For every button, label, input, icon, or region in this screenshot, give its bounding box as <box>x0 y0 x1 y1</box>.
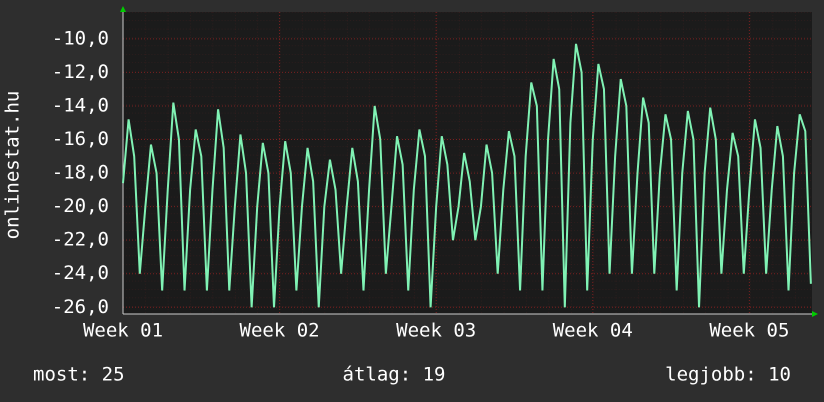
stat: legjobb: 10 <box>665 364 791 386</box>
stat: átlag: 19 <box>343 364 446 386</box>
minor-grid <box>123 12 812 314</box>
y-tick-label: -12,0 <box>52 61 109 83</box>
x-tick-label: Week 02 <box>240 320 320 342</box>
y-tick-label: -18,0 <box>52 162 109 184</box>
y-tick-label: -26,0 <box>52 296 109 318</box>
y-tick-label: -14,0 <box>52 94 109 116</box>
series-line <box>122 43 812 308</box>
y-tick-label: -22,0 <box>52 229 109 251</box>
y-tick-label: -16,0 <box>52 128 109 150</box>
x-tick-label: Week 03 <box>396 320 476 342</box>
x-tick-label: Week 04 <box>553 320 633 342</box>
y-tick-label: -10,0 <box>52 27 109 49</box>
x-tick-label: Week 01 <box>83 320 163 342</box>
axis-arrow <box>120 6 126 12</box>
y-tick-label: -20,0 <box>52 195 109 217</box>
y-tick-label: -24,0 <box>52 262 109 284</box>
x-tick-label: Week 05 <box>709 320 789 342</box>
axis-arrow <box>812 311 818 317</box>
y-axis-label: onlinestat.hu <box>2 91 24 240</box>
stat: most: 25 <box>33 364 125 386</box>
